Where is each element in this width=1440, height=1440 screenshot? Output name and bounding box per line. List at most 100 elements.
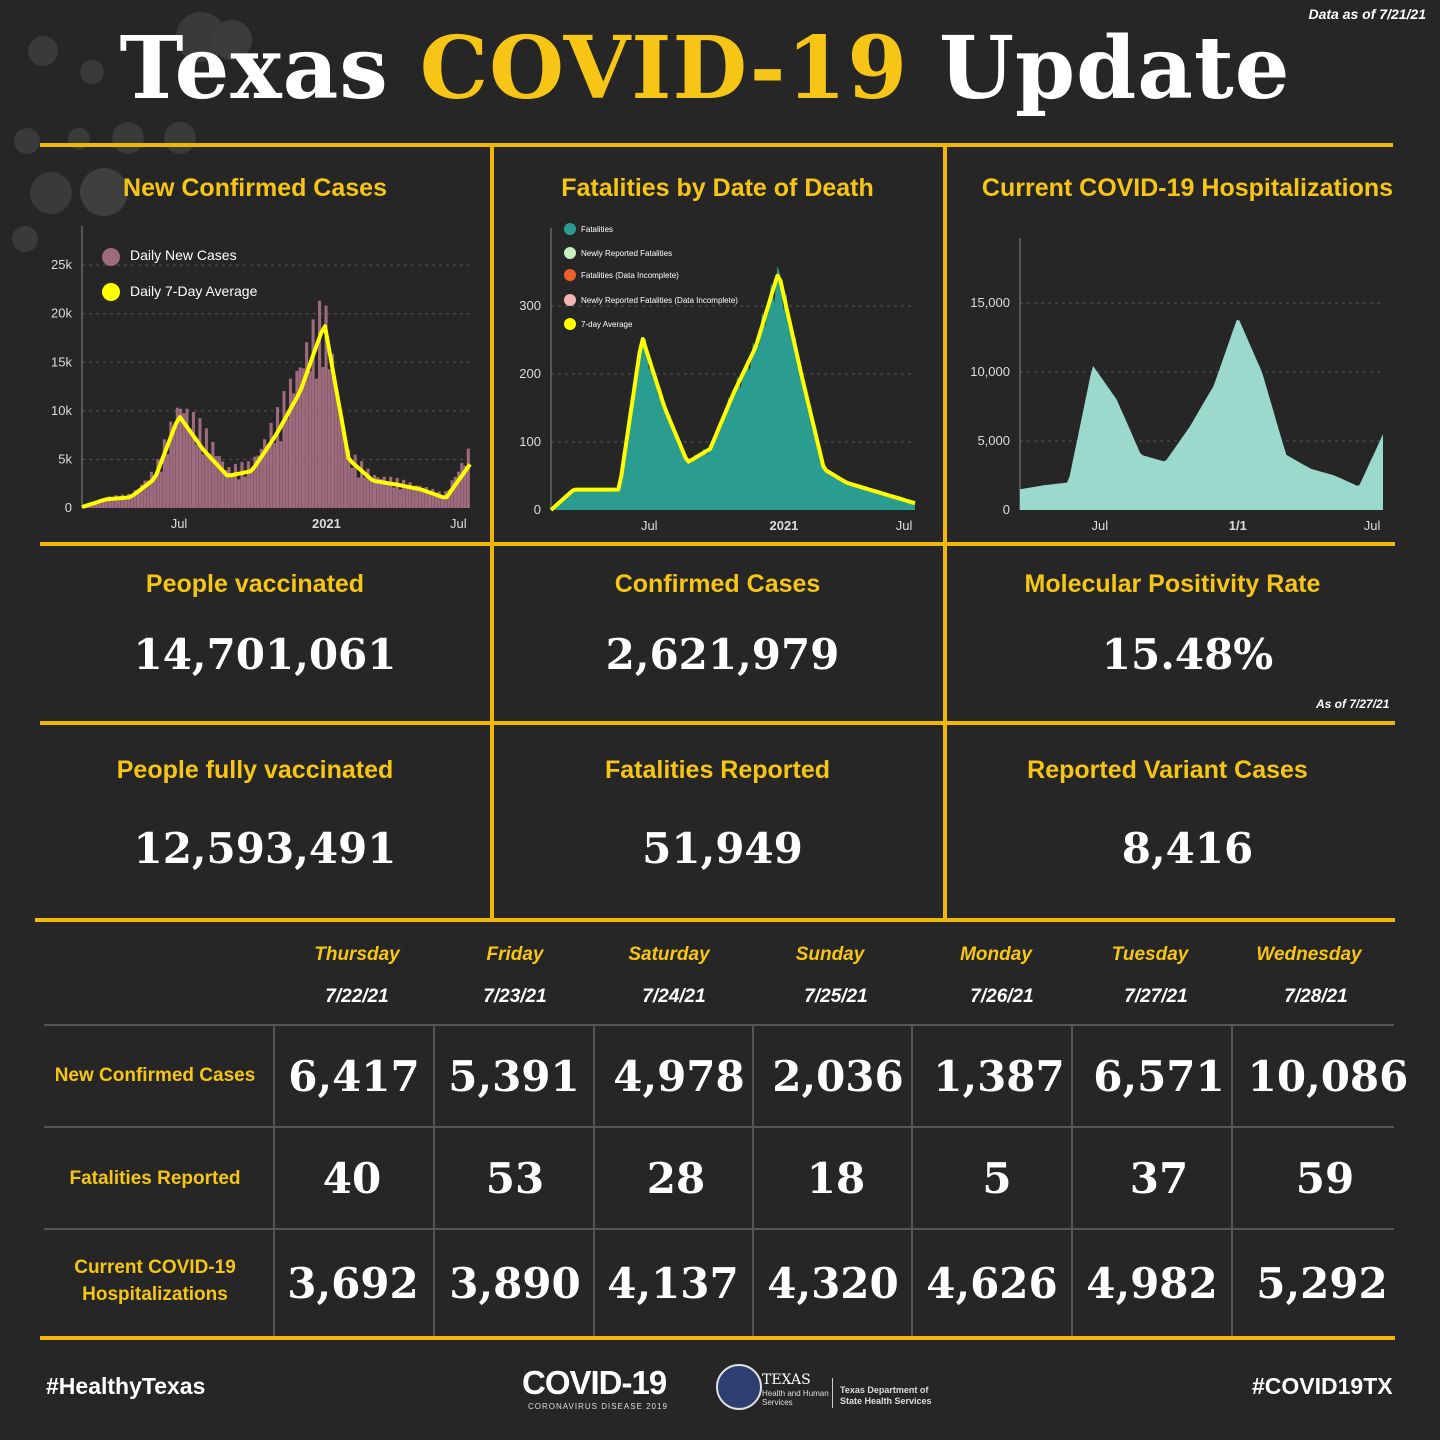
case-bar [117, 499, 121, 508]
case-bar [347, 449, 351, 508]
case-bar [308, 371, 312, 508]
case-bar [111, 498, 115, 508]
day-date: 7/22/21 [325, 986, 389, 1007]
table-cell: 10,086 [1247, 1052, 1409, 1101]
case-bar [272, 443, 276, 508]
stat-variants-value: 8,416 [1121, 824, 1254, 873]
table-cell: 5 [982, 1154, 1012, 1203]
case-bar [198, 418, 202, 508]
day-date: 7/27/21 [1124, 986, 1188, 1007]
case-bar [405, 487, 409, 508]
title-covid: COVID-19 [419, 18, 909, 119]
legend-dot-daily-cases [102, 248, 120, 266]
legend-seven-day: Daily 7-Day Average [130, 283, 258, 299]
case-bar [98, 499, 102, 508]
case-bar [224, 469, 228, 508]
day-name: Sunday [795, 944, 865, 965]
stat-vaccinated-value: 14,701,061 [133, 630, 397, 679]
covid19-logo: COVID-19 [522, 1364, 667, 1401]
case-bar [143, 480, 147, 508]
x-tick-label: Jul [450, 516, 467, 531]
chart2-title: Fatalities by Date of Death [561, 174, 874, 202]
table-line-v6 [1071, 1024, 1073, 1336]
divider-col1 [490, 147, 494, 920]
y-tick-label: 10k [51, 403, 72, 418]
stat-fully-vaccinated-value: 12,593,491 [133, 824, 397, 873]
case-bar [214, 456, 218, 508]
case-bar [424, 487, 428, 508]
case-bar [191, 411, 196, 508]
case-bar [149, 471, 153, 508]
case-bar [431, 488, 435, 508]
case-bar [288, 378, 293, 508]
y-tick-label: 100 [519, 434, 541, 449]
x-tick-label: Jul [1092, 518, 1109, 533]
day-name: Thursday [314, 944, 400, 965]
day-date: 7/28/21 [1284, 986, 1348, 1007]
stat-fatalities-value: 51,949 [642, 824, 803, 873]
y-tick-label: 25k [51, 257, 72, 272]
table-cell: 59 [1295, 1154, 1355, 1203]
case-bar [201, 454, 205, 508]
x-tick-label: Jul [896, 518, 913, 533]
y-tick-label: 5k [58, 451, 72, 466]
covid19-logo-subtitle: CORONAVIRUS DISEASE 2019 [528, 1402, 668, 1411]
stat-confirmed-value: 2,621,979 [605, 630, 840, 679]
legend-label: Newly Reported Fatalities [581, 249, 672, 258]
case-bar [415, 485, 419, 508]
table-line-v4 [752, 1024, 754, 1336]
stat-positivity-value: 15.48% [1101, 630, 1274, 679]
case-bar [240, 461, 244, 508]
case-bar [256, 455, 260, 508]
case-bar [211, 441, 215, 508]
y-tick-label: 15,000 [970, 295, 1010, 310]
case-bar [120, 494, 124, 508]
case-bar [356, 477, 360, 508]
divider-row1 [40, 542, 1395, 546]
case-bar [314, 378, 318, 508]
case-bar [124, 499, 128, 508]
table-cell: 40 [322, 1154, 382, 1203]
case-bar [263, 439, 267, 508]
divider-row2 [40, 721, 1395, 725]
table-cell: 2,036 [772, 1052, 904, 1101]
case-bar [337, 401, 341, 508]
case-bar [114, 495, 118, 508]
case-bar [321, 366, 325, 508]
day-name: Friday [486, 944, 544, 965]
divider-col2 [943, 147, 947, 920]
title-update: Update [908, 18, 1291, 119]
case-bar [185, 408, 189, 508]
row-label-cases: New Confirmed Cases [54, 1065, 256, 1086]
legend-dot-seven-day [102, 283, 120, 301]
hospitalizations-area [1020, 319, 1383, 510]
table-cell: 5,391 [448, 1052, 580, 1101]
case-bar [324, 305, 328, 508]
case-bar [379, 478, 383, 508]
case-bar [279, 441, 283, 508]
case-bar [334, 388, 338, 508]
case-bar [418, 485, 422, 508]
case-bar [363, 477, 367, 508]
case-bar [437, 491, 441, 508]
legend-dot [564, 269, 576, 281]
case-bar [389, 476, 393, 508]
seven-day-average-line [549, 273, 916, 512]
case-bar [444, 491, 448, 508]
case-bar [402, 479, 406, 508]
y-tick-label: 5,000 [977, 433, 1010, 448]
case-bar [301, 368, 305, 508]
day-date: 7/25/21 [804, 986, 868, 1007]
y-tick-label: 15k [51, 354, 72, 369]
case-bar [434, 496, 438, 508]
case-bar [269, 422, 273, 508]
case-bar [382, 476, 386, 508]
table-line-v1 [273, 1024, 275, 1336]
case-bar [127, 493, 131, 508]
day-date: 7/23/21 [483, 986, 547, 1007]
table-line-v5 [911, 1024, 913, 1336]
row-label-fatalities: Fatalities Reported [69, 1168, 241, 1189]
case-bar [182, 413, 186, 508]
case-bar [140, 484, 144, 508]
case-bar [259, 448, 263, 508]
